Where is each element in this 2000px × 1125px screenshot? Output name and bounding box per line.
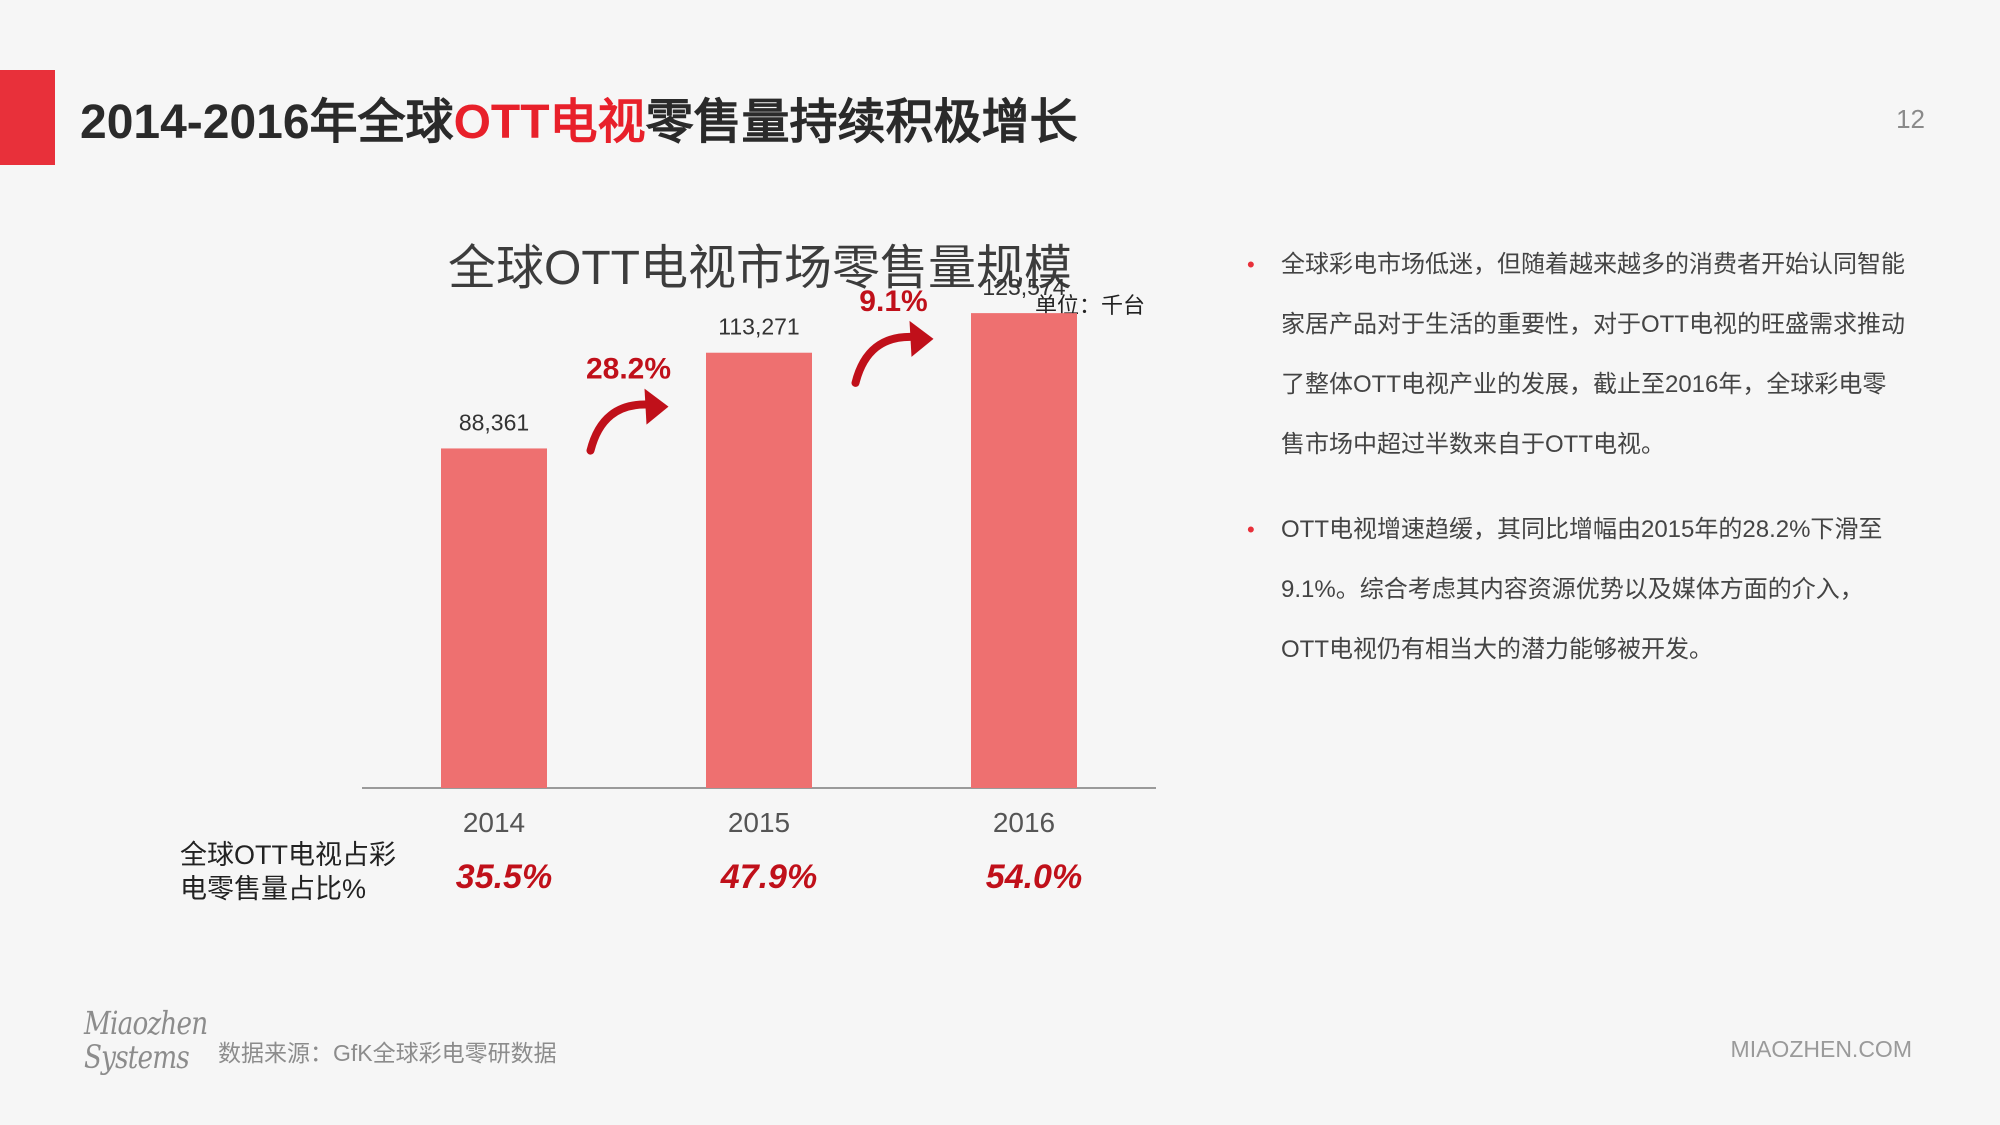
bar-2016 — [971, 313, 1077, 788]
chart-title: 全球OTT电视市场零售量规模 — [448, 242, 1072, 295]
growth-arrowhead-1 — [644, 388, 669, 425]
bullet-item-1: 全球彩电市场低迷，但随着越来越多的消费者开始认同智能家居产品对于生活的重要性，对… — [1245, 235, 1905, 475]
page-title-highlight: OTT电视 — [453, 96, 646, 149]
bar-2015 — [706, 352, 812, 788]
bar-2014 — [441, 448, 547, 788]
growth-arrow-2 — [851, 332, 918, 387]
bar-value-label-2015: 113,271 — [718, 314, 799, 340]
title-accent-bar — [0, 70, 55, 165]
x-tick-label-2014: 2014 — [463, 807, 525, 838]
share-value-2016: 54.0% — [986, 858, 1082, 896]
share-row-label: 全球OTT电视占彩电零售量占比% — [180, 840, 396, 904]
x-tick-label-2016: 2016 — [993, 807, 1055, 838]
bullet-item-2: OTT电视增速趋缓，其同比增幅由2015年的28.2%下滑至9.1%。综合考虑其… — [1245, 500, 1905, 680]
growth-label-2: 9.1% — [859, 285, 927, 318]
page-title-part-3: 零售量持续积极增长 — [645, 96, 1078, 149]
page-title-part-1: 2014-2016年全球 — [80, 96, 454, 149]
page-number: 12 — [1896, 104, 1925, 134]
data-source: 数据来源：GfK全球彩电零研数据 — [218, 1040, 557, 1066]
bar-value-label-2014: 88,361 — [459, 409, 529, 435]
growth-arrow-1 — [586, 400, 653, 455]
bar-value-label-2016: 123,574 — [982, 274, 1065, 300]
x-tick-label-2015: 2015 — [728, 807, 790, 838]
footer-site-url: MIAOZHEN.COM — [1730, 1036, 1912, 1062]
share-value-2014: 35.5% — [456, 858, 552, 896]
bullet-list: 全球彩电市场低迷，但随着越来越多的消费者开始认同智能家居产品对于生活的重要性，对… — [1245, 235, 1905, 705]
share-value-2015: 47.9% — [720, 858, 817, 896]
page-title: 2014-2016年全球OTT电视零售量持续积极增长 — [80, 82, 1078, 152]
miaozhen-logo: Miaozhen Systems — [84, 1004, 208, 1076]
growth-arrowhead-2 — [909, 320, 934, 357]
growth-label-1: 28.2% — [586, 353, 671, 386]
